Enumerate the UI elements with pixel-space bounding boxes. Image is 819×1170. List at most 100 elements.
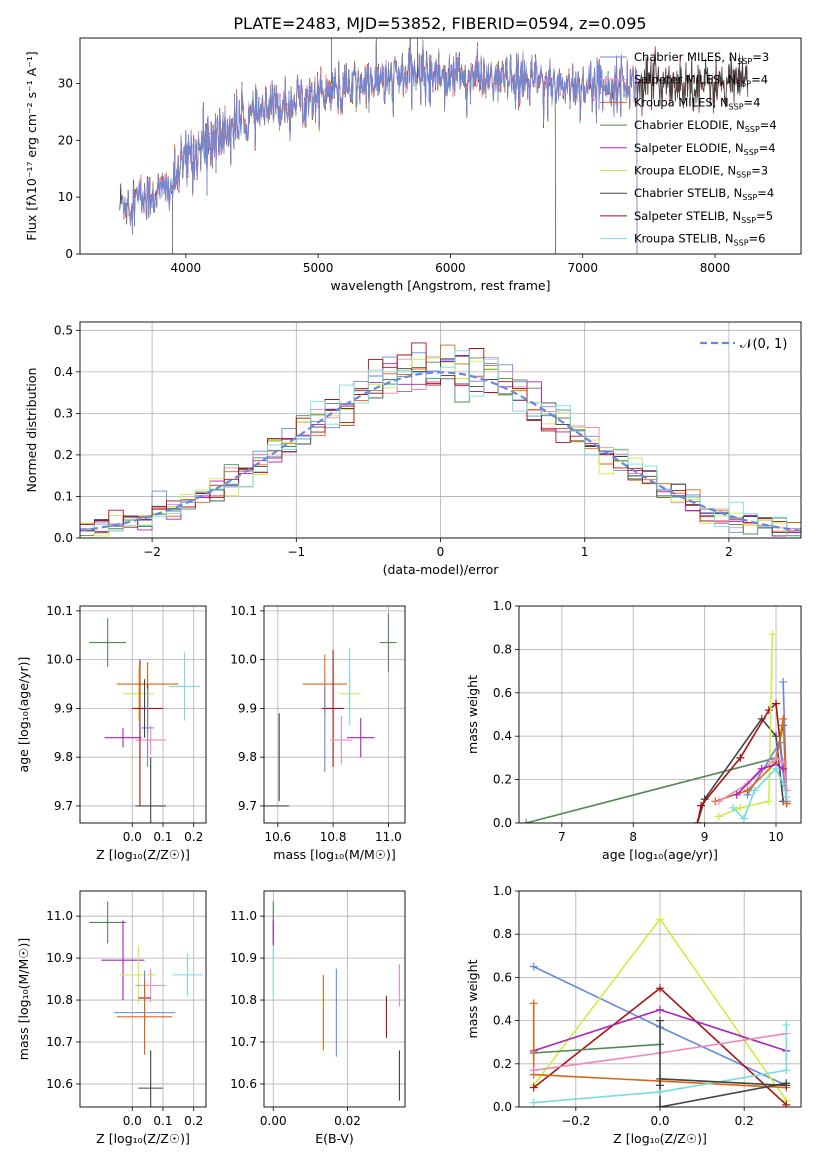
mass-weight-line xyxy=(533,1043,661,1054)
mass-weight-marker xyxy=(529,999,538,1008)
figure-title: PLATE=2483, MJD=53852, FIBERID=0594, z=0… xyxy=(233,14,646,33)
y-tick-label: 10 xyxy=(58,190,73,204)
mass-weight-marker xyxy=(697,801,706,810)
plot-area xyxy=(119,38,749,254)
x-tick-label: 11.0 xyxy=(375,830,402,844)
y-axis-label: mass weight xyxy=(465,959,480,1038)
y-tick-label: 20 xyxy=(58,133,73,147)
panel-Z_vs_mass: 0.0 0.1 0.2 10.6 10.7 10.8 10.9 11.0 Z [log₁₀(Z/… xyxy=(16,890,207,1146)
y-tick-label: 10.9 xyxy=(46,951,73,965)
mass-weight-marker xyxy=(714,812,723,821)
x-tick-label: 10.8 xyxy=(320,830,347,844)
legend-label: Chabrier ELODIE, NSSP=4 xyxy=(634,118,777,134)
x-tick-label: 6000 xyxy=(435,261,466,275)
x-tick-label: 7 xyxy=(558,830,566,844)
legend-label: Salpeter MILES, NSSP=4 xyxy=(634,73,768,89)
x-tick-label: 0.2 xyxy=(735,1114,754,1128)
mass-weight-marker xyxy=(732,790,741,799)
y-axis-label: mass weight xyxy=(465,675,480,754)
y-tick-label: 10.0 xyxy=(230,653,257,667)
y-tick-label: 0.8 xyxy=(493,642,512,656)
plot-area xyxy=(529,915,791,1107)
y-tick-label: 10.7 xyxy=(46,1035,73,1049)
y-tick-label: 10.6 xyxy=(230,1077,257,1091)
x-axis-label: Z [log₁₀(Z/Z☉)] xyxy=(613,1131,707,1146)
y-tick-label: 11.0 xyxy=(46,909,73,923)
y-tick-label: 10.1 xyxy=(230,604,257,618)
y-tick-label: 0.2 xyxy=(493,1057,512,1071)
mass-weight-line xyxy=(718,634,774,818)
mass-weight-line xyxy=(696,701,788,823)
legend-label: Kroupa STELIB, NSSP=6 xyxy=(634,232,765,248)
mass-weight-line xyxy=(736,763,784,796)
y-tick-label: 9.8 xyxy=(54,750,73,764)
panel-Z_vs_massweight: −0.2 0.0 0.2 0.0 0.2 0.4 0.6 0.8 1.0 Z [log₁₀(Z/Z… xyxy=(465,884,802,1146)
y-tick-label: 0.4 xyxy=(493,729,512,743)
mass-weight-marker xyxy=(779,779,788,788)
mass-weight-line xyxy=(659,1020,787,1107)
panel-EBV_vs_mass: 0.00 0.02 10.6 10.7 10.8 10.9 11.0 E(B-V) xyxy=(230,890,406,1146)
x-tick-label: 4000 xyxy=(171,261,202,275)
legend-label: Chabrier MILES, NSSP=3 xyxy=(634,50,769,66)
mass-weight-marker xyxy=(782,1020,791,1029)
x-tick-label: 10.6 xyxy=(264,830,291,844)
mass-weight-marker xyxy=(529,1098,538,1107)
y-tick-label: 1.0 xyxy=(493,884,512,898)
y-tick-label: 10.7 xyxy=(230,1035,257,1049)
mass-weight-marker xyxy=(782,792,791,801)
mass-weight-marker xyxy=(656,1016,664,1025)
mass-weight-marker xyxy=(529,1066,538,1075)
mass-weight-marker xyxy=(656,1103,664,1107)
histogram-series-step xyxy=(80,342,801,532)
y-tick-label: 0.0 xyxy=(54,531,73,545)
gaussian-curve xyxy=(80,371,801,532)
panel-mass_vs_age: 10.6 10.8 11.0 9.7 9.8 9.9 10.0 10.1 mass [log₁₀… xyxy=(230,604,406,862)
x-tick-label: 0.1 xyxy=(153,1114,172,1128)
y-tick-label: 0.1 xyxy=(54,489,73,503)
y-tick-label: 0.4 xyxy=(493,1014,512,1028)
panel-age_vs_massweight: 7 8 9 10 0.0 0.2 0.4 0.6 0.8 1.0 age [log₁₀(age/yr… xyxy=(465,599,802,862)
mass-weight-marker xyxy=(750,786,759,795)
mass-weight-line xyxy=(732,767,788,821)
x-tick-label: −2 xyxy=(143,545,161,559)
y-tick-label: 10.8 xyxy=(46,993,73,1007)
mass-weight-marker xyxy=(757,764,766,773)
plot-area xyxy=(264,613,397,807)
x-tick-label: 0.2 xyxy=(184,830,203,844)
x-axis-label: Z [log₁₀(Z/Z☉)] xyxy=(96,1131,190,1146)
y-tick-label: 9.9 xyxy=(54,701,73,715)
panel-spectrum: 4000 5000 6000 7000 8000 0 10 20 30 wavelength [A… xyxy=(24,37,802,293)
x-tick-label: 2 xyxy=(725,545,733,559)
y-axis-label: Normed distribution xyxy=(24,368,39,493)
legend-label: Kroupa MILES, NSSP=4 xyxy=(634,95,760,111)
y-tick-label: 1.0 xyxy=(493,599,512,613)
mass-weight-marker xyxy=(729,803,738,812)
mass-weight-marker xyxy=(764,797,773,806)
x-tick-label: −0.2 xyxy=(561,1114,590,1128)
mass-weight-marker xyxy=(782,1100,791,1107)
axes-frame xyxy=(263,890,406,1108)
x-tick-label: 9 xyxy=(701,830,709,844)
panel-Z_vs_age: 0.0 0.1 0.2 9.7 9.8 9.9 10.0 10.1 Z [log₁₀(Z/Z☉)… xyxy=(16,604,207,862)
mass-weight-line xyxy=(532,1003,787,1089)
y-tick-label: 10.6 xyxy=(46,1077,73,1091)
gaussian-legend-label: 𝒩(0, 1) xyxy=(740,337,787,352)
legend-label: Salpeter ELODIE, NSSP=4 xyxy=(634,141,776,157)
mass-weight-line xyxy=(525,725,784,823)
x-tick-label: 1 xyxy=(581,545,589,559)
x-tick-label: 10 xyxy=(768,830,783,844)
x-tick-label: 0.00 xyxy=(260,1114,287,1128)
x-axis-label: Z [log₁₀(Z/Z☉)] xyxy=(96,847,190,862)
x-tick-label: 0.2 xyxy=(184,1114,203,1128)
mass-weight-marker xyxy=(529,1083,538,1092)
y-tick-label: 10.1 xyxy=(46,604,73,618)
plot-area xyxy=(89,901,203,1107)
mass-weight-marker xyxy=(656,984,664,993)
legend-label: Kroupa ELODIE, NSSP=3 xyxy=(634,164,768,180)
spectrum-series-line xyxy=(120,38,638,254)
y-tick-label: 0.0 xyxy=(493,1100,512,1114)
axes-frame xyxy=(518,605,802,824)
mass-weight-marker xyxy=(768,630,777,639)
x-tick-label: 0.0 xyxy=(123,1114,142,1128)
x-axis-label: wavelength [Angstrom, rest frame] xyxy=(330,278,550,293)
